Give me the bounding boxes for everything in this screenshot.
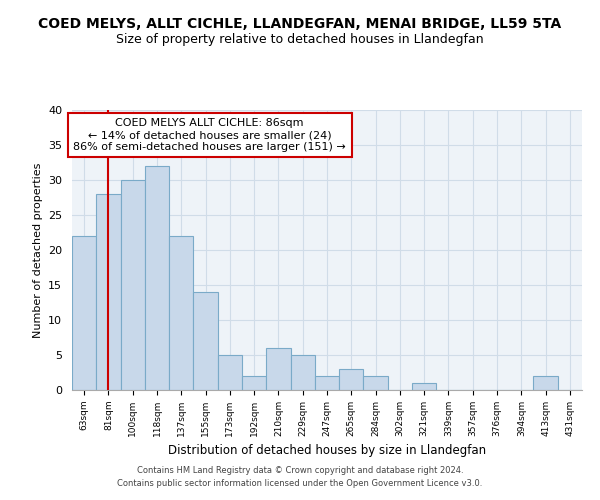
Bar <box>533 376 558 390</box>
Text: COED MELYS ALLT CICHLE: 86sqm
← 14% of detached houses are smaller (24)
86% of s: COED MELYS ALLT CICHLE: 86sqm ← 14% of d… <box>73 118 346 152</box>
Bar <box>121 180 145 390</box>
Bar <box>169 236 193 390</box>
Bar <box>364 376 388 390</box>
Text: COED MELYS, ALLT CICHLE, LLANDEGFAN, MENAI BRIDGE, LL59 5TA: COED MELYS, ALLT CICHLE, LLANDEGFAN, MEN… <box>38 18 562 32</box>
Bar <box>242 376 266 390</box>
Text: Contains HM Land Registry data © Crown copyright and database right 2024.
Contai: Contains HM Land Registry data © Crown c… <box>118 466 482 487</box>
Bar <box>339 369 364 390</box>
Bar <box>315 376 339 390</box>
Text: Size of property relative to detached houses in Llandegfan: Size of property relative to detached ho… <box>116 32 484 46</box>
Bar <box>193 292 218 390</box>
Bar <box>266 348 290 390</box>
Bar <box>218 355 242 390</box>
Bar <box>72 236 96 390</box>
Y-axis label: Number of detached properties: Number of detached properties <box>32 162 43 338</box>
Bar <box>145 166 169 390</box>
X-axis label: Distribution of detached houses by size in Llandegfan: Distribution of detached houses by size … <box>168 444 486 458</box>
Bar <box>412 383 436 390</box>
Bar <box>96 194 121 390</box>
Bar <box>290 355 315 390</box>
